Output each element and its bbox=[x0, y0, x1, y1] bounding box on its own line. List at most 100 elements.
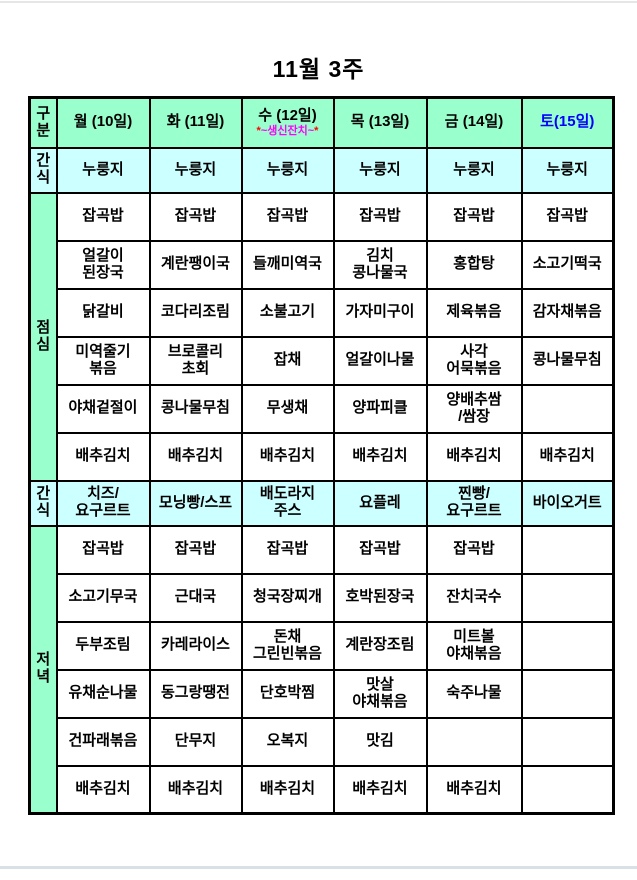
menu-cell-lunch-mon: 닭갈비 bbox=[55, 287, 151, 338]
menu-cell-lunch-tue: 코다리조림 bbox=[148, 287, 243, 338]
section-label-snack-am: 간식 bbox=[28, 146, 58, 194]
dinner-row-3: 유채순나물 동그랑땡전 단호박찜 맛살 야채볶음 숙주나물 bbox=[30, 668, 615, 719]
lunch-row-1: 얼갈이 된장국 계란팽이국 들깨미역국 김치 콩나물국 홍합탕 소고기떡국 bbox=[30, 239, 615, 290]
menu-cell-dinner-sat bbox=[520, 668, 615, 719]
menu-cell-lunch-thu: 배추김치 bbox=[332, 431, 428, 482]
day-header-text-mon: 월 (10일) bbox=[73, 113, 133, 131]
menu-cell-dinner-sat bbox=[520, 620, 615, 671]
day-header-thu: 목 (13일) bbox=[332, 96, 428, 149]
day-header-text-wed: 수 (12일) bbox=[258, 107, 317, 125]
menu-cell-dinner-wed: 돈채 그린빈볶음 bbox=[240, 620, 335, 671]
menu-cell-dinner-fri: 숙주나물 bbox=[425, 668, 523, 719]
menu-cell-dinner-mon: 두부조림 bbox=[55, 620, 151, 671]
menu-cell-lunch-thu: 가자미구이 bbox=[332, 287, 428, 338]
menu-cell-lunch-tue: 배추김치 bbox=[148, 431, 243, 482]
dinner-row-0: 저 녁 잡곡밥 잡곡밥 잡곡밥 잡곡밥 잡곡밥 bbox=[28, 524, 615, 815]
menu-cell-lunch-sat: 배추김치 bbox=[520, 431, 615, 482]
menu-cell-lunch-sat: 콩나물무침 bbox=[520, 335, 615, 386]
dinner-row-5: 배추김치 배추김치 배추김치 배추김치 배추김치 bbox=[30, 764, 615, 815]
menu-cell-dinner-sat bbox=[520, 764, 615, 815]
menu-cell-dinner-fri: 배추김치 bbox=[425, 764, 523, 815]
menu-cell-dinner-sat bbox=[520, 572, 615, 623]
menu-cell-lunch-mon: 야채겉절이 bbox=[55, 383, 151, 434]
menu-table-body: 구분 월 (10일) 화 (11일) 수 (12일) *~생신잔치~* 목 (13일) 금 … bbox=[28, 96, 615, 815]
menu-cell-dinner-tue: 카레라이스 bbox=[148, 620, 243, 671]
menu-cell-snack-am-wed: 누룽지 bbox=[240, 146, 335, 194]
day-header-mon: 월 (10일) bbox=[55, 96, 151, 149]
corner-label: 구분 bbox=[28, 96, 58, 149]
menu-cell-lunch-fri: 양배추쌈 /쌈장 bbox=[425, 383, 523, 434]
menu-cell-dinner-thu: 계란장조림 bbox=[332, 620, 428, 671]
menu-cell-snack-am-sat: 누룽지 bbox=[520, 146, 615, 194]
menu-cell-snack-pm-tue: 모닝빵/스프 bbox=[148, 479, 243, 527]
lunch-row-0: 점 심 잡곡밥 잡곡밥 잡곡밥 잡곡밥 잡곡밥 잡곡밥 bbox=[28, 191, 615, 482]
menu-cell-lunch-wed: 잡곡밥 bbox=[240, 191, 335, 242]
menu-cell-dinner-wed: 청국장찌개 bbox=[240, 572, 335, 623]
menu-cell-lunch-wed: 소불고기 bbox=[240, 287, 335, 338]
menu-cell-lunch-thu: 김치 콩나물국 bbox=[332, 239, 428, 290]
menu-cell-dinner-tue: 동그랑땡전 bbox=[148, 668, 243, 719]
menu-cell-snack-pm-mon: 치즈/ 요구르트 bbox=[55, 479, 151, 527]
menu-cell-lunch-fri: 제육볶음 bbox=[425, 287, 523, 338]
menu-cell-dinner-fri: 잡곡밥 bbox=[425, 524, 523, 575]
lunch-row-3: 미역줄기 볶음 브로콜리 초회 잡채 얼갈이나물 사각 어묵볶음 콩나물무침 bbox=[30, 335, 615, 386]
day-header-text-fri: 금 (14일) bbox=[444, 113, 504, 131]
menu-cell-lunch-fri: 잡곡밥 bbox=[425, 191, 523, 242]
page-bottom-edge bbox=[0, 866, 637, 869]
menu-cell-dinner-fri: 미트볼 야채볶음 bbox=[425, 620, 523, 671]
menu-cell-lunch-tue: 콩나물무침 bbox=[148, 383, 243, 434]
menu-cell-dinner-thu: 배추김치 bbox=[332, 764, 428, 815]
menu-cell-lunch-thu: 얼갈이나물 bbox=[332, 335, 428, 386]
menu-cell-dinner-thu: 호박된장국 bbox=[332, 572, 428, 623]
menu-cell-lunch-mon: 미역줄기 볶음 bbox=[55, 335, 151, 386]
menu-cell-dinner-wed: 단호박찜 bbox=[240, 668, 335, 719]
menu-cell-lunch-wed: 들깨미역국 bbox=[240, 239, 335, 290]
menu-cell-lunch-wed: 무생채 bbox=[240, 383, 335, 434]
menu-cell-dinner-mon: 건파래볶음 bbox=[55, 716, 151, 767]
day-header-text-tue: 화 (11일) bbox=[166, 113, 225, 131]
menu-cell-lunch-tue: 계란팽이국 bbox=[148, 239, 243, 290]
menu-cell-lunch-fri: 배추김치 bbox=[425, 431, 523, 482]
page-title: 11월 3주 bbox=[272, 56, 365, 82]
menu-cell-lunch-sat: 감자채볶음 bbox=[520, 287, 615, 338]
menu-cell-lunch-sat: 잡곡밥 bbox=[520, 191, 615, 242]
menu-cell-lunch-mon: 배추김치 bbox=[55, 431, 151, 482]
menu-cell-snack-pm-thu: 요플레 bbox=[332, 479, 428, 527]
menu-cell-lunch-tue: 브로콜리 초회 bbox=[148, 335, 243, 386]
header-row: 구분 월 (10일) 화 (11일) 수 (12일) *~생신잔치~* 목 (13일) 금 … bbox=[28, 96, 615, 149]
menu-cell-dinner-tue: 배추김치 bbox=[148, 764, 243, 815]
menu-cell-dinner-thu: 맛살 야채볶음 bbox=[332, 668, 428, 719]
section-label-lunch: 점 심 bbox=[28, 191, 58, 482]
menu-cell-dinner-thu: 잡곡밥 bbox=[332, 524, 428, 575]
menu-cell-snack-pm-fri: 찐빵/ 요구르트 bbox=[425, 479, 523, 527]
lunch-row-4: 야채겉절이 콩나물무침 무생채 양파피클 양배추쌈 /쌈장 bbox=[30, 383, 615, 434]
menu-cell-dinner-wed: 배추김치 bbox=[240, 764, 335, 815]
menu-table: 구분 월 (10일) 화 (11일) 수 (12일) *~생신잔치~* 목 (13일) 금 … bbox=[28, 96, 615, 815]
menu-cell-snack-am-thu: 누룽지 bbox=[332, 146, 428, 194]
menu-cell-snack-am-fri: 누룽지 bbox=[425, 146, 523, 194]
menu-cell-lunch-fri: 홍합탕 bbox=[425, 239, 523, 290]
menu-cell-dinner-thu: 맛김 bbox=[332, 716, 428, 767]
dinner-row-4: 건파래볶음 단무지 오복지 맛김 bbox=[30, 716, 615, 767]
day-header-tue: 화 (11일) bbox=[148, 96, 243, 149]
day-header-fri: 금 (14일) bbox=[425, 96, 523, 149]
dinner-row-1: 소고기무국 근대국 청국장찌개 호박된장국 잔치국수 bbox=[30, 572, 615, 623]
day-header-sat: 토(15일) bbox=[520, 96, 615, 149]
snack-am-row-0: 간식 누룽지 누룽지 누룽지 누룽지 누룽지 누룽지 bbox=[28, 146, 615, 194]
day-header-wed: 수 (12일) *~생신잔치~* bbox=[240, 96, 335, 149]
menu-cell-dinner-tue: 단무지 bbox=[148, 716, 243, 767]
menu-cell-lunch-thu: 양파피클 bbox=[332, 383, 428, 434]
menu-cell-dinner-mon: 소고기무국 bbox=[55, 572, 151, 623]
menu-cell-dinner-sat bbox=[520, 524, 615, 575]
menu-cell-dinner-wed: 잡곡밥 bbox=[240, 524, 335, 575]
day-header-text-sat: 토(15일) bbox=[540, 113, 595, 131]
menu-cell-lunch-mon: 잡곡밥 bbox=[55, 191, 151, 242]
menu-cell-lunch-sat: 소고기떡국 bbox=[520, 239, 615, 290]
menu-cell-lunch-tue: 잡곡밥 bbox=[148, 191, 243, 242]
menu-cell-lunch-sat bbox=[520, 383, 615, 434]
menu-cell-snack-pm-sat: 바이오거트 bbox=[520, 479, 615, 527]
menu-cell-dinner-mon: 유채순나물 bbox=[55, 668, 151, 719]
menu-cell-snack-am-mon: 누룽지 bbox=[55, 146, 151, 194]
birthday-party-note: *~생신잔치~* bbox=[244, 125, 332, 137]
